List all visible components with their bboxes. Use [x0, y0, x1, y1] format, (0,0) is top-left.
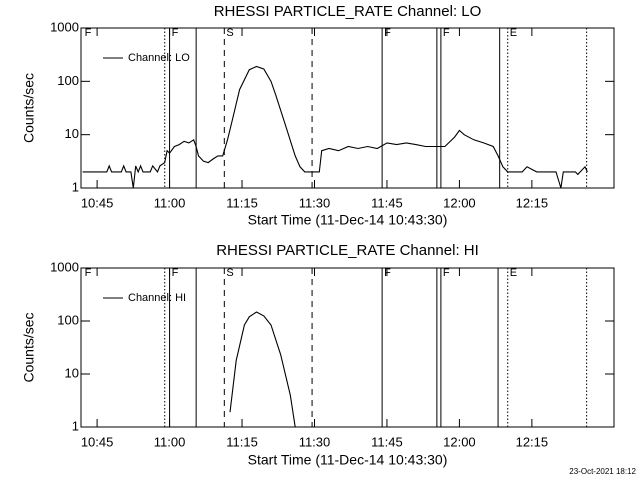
x-tick-label: 11:30 [299, 434, 331, 449]
x-tick-label: 12:00 [443, 434, 476, 449]
y-axis-label: Counts/sec [21, 312, 37, 382]
x-tick-label: 11:15 [226, 434, 258, 449]
x-axis-label: Start Time (11-Dec-14 10:43:30) [248, 212, 448, 228]
x-tick-label: 12:15 [516, 195, 549, 210]
marker-label: F [384, 267, 391, 279]
x-tick-label: 10:45 [81, 195, 114, 210]
legend-label: Channel: HI [128, 292, 186, 304]
marker-label: F [172, 267, 179, 279]
data-line [82, 65, 588, 189]
x-tick-label: 11:15 [226, 195, 258, 210]
y-tick-label: 10 [65, 365, 79, 380]
marker-label: F [85, 27, 92, 39]
y-tick-label: 1 [72, 179, 79, 194]
y-tick-label: 1000 [50, 19, 79, 34]
y-tick-label: 1 [72, 418, 79, 433]
marker-label: F [85, 267, 92, 279]
data-line [229, 311, 296, 428]
x-tick-label: 11:45 [371, 434, 403, 449]
plot-frame [80, 267, 615, 428]
marker-label: F [384, 27, 391, 39]
x-tick-label: 11:45 [371, 195, 403, 210]
marker-label: F [443, 27, 450, 39]
x-axis-label: Start Time (11-Dec-14 10:43:30) [248, 452, 448, 468]
x-tick-label: 12:00 [443, 195, 476, 210]
y-tick-label: 1000 [50, 259, 79, 274]
marker-label: S [226, 267, 233, 279]
marker-label: F [172, 27, 179, 39]
x-tick-label: 11:00 [154, 434, 186, 449]
marker-label: E [510, 267, 517, 279]
chart-title: RHESSI PARTICLE_RATE Channel: HI [216, 242, 479, 259]
x-tick-label: 12:15 [516, 434, 549, 449]
footer: 23-Oct-2021 18:12 [569, 467, 636, 476]
x-tick-label: 10:45 [81, 434, 114, 449]
y-axis-label: Counts/sec [21, 73, 37, 143]
x-tick-label: 11:00 [154, 195, 186, 210]
marker-label: F [443, 267, 450, 279]
legend-label: Channel: LO [128, 52, 190, 64]
plot-frame [80, 27, 615, 189]
chart-title: RHESSI PARTICLE_RATE Channel: LO [214, 3, 482, 20]
y-tick-label: 100 [57, 73, 79, 88]
x-tick-label: 11:30 [299, 195, 331, 210]
y-tick-label: 10 [65, 126, 79, 141]
y-tick-label: 100 [57, 312, 79, 327]
marker-label: S [226, 27, 233, 39]
marker-label: E [510, 27, 517, 39]
